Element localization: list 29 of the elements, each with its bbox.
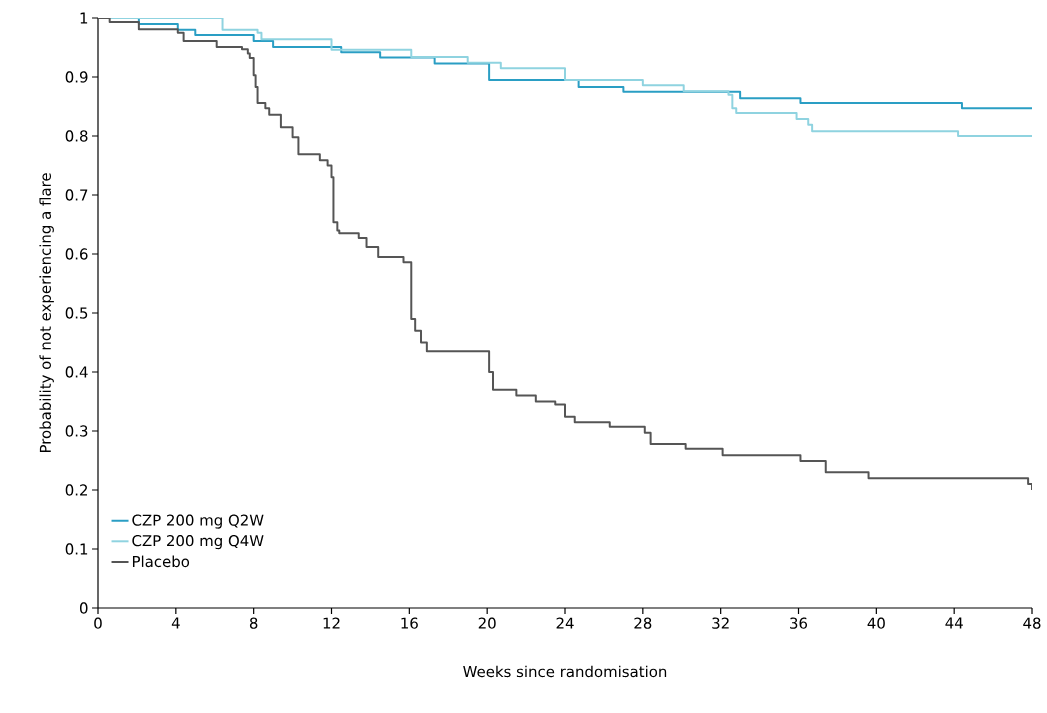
y-tick-label: 0.7 [65,189,88,201]
y-tick-label: 1 [80,12,88,24]
y-tick-label: 0.6 [65,248,88,260]
x-tick-label: 44 [945,617,963,629]
y-tick-label: 0.8 [65,130,88,142]
y-tick-label: 0.9 [65,71,88,83]
y-tick-label: 0.4 [65,366,88,378]
y-tick-label: 0 [79,602,88,614]
x-tick-label: 24 [556,617,574,629]
x-tick-label: 40 [867,617,885,629]
legend-label: CZP 200 mg Q4W [132,535,264,550]
x-tick-label: 4 [171,617,180,629]
legend-label: CZP 200 mg Q2W [132,514,264,529]
x-tick-label: 8 [249,617,258,629]
x-tick-label: 48 [1023,617,1041,629]
y-tick-label: 0.1 [65,543,88,555]
x-tick-label: 12 [323,617,340,629]
y-tick-label: 0.2 [65,484,88,496]
x-tick-label: 20 [478,617,496,629]
y-tick-label: 0.3 [65,425,88,437]
y-tick-label: 0.5 [65,307,88,319]
x-tick-label: 28 [634,617,652,629]
x-tick-label: 0 [94,617,102,629]
x-tick-label: 16 [401,617,418,629]
x-tick-label: 36 [790,617,808,629]
legend-label: Placebo [132,555,190,568]
x-axis-title: Weeks since randomisation [463,665,667,678]
x-tick-label: 32 [712,617,729,629]
y-axis-title: Probability of not experiencing a flare [39,173,54,453]
